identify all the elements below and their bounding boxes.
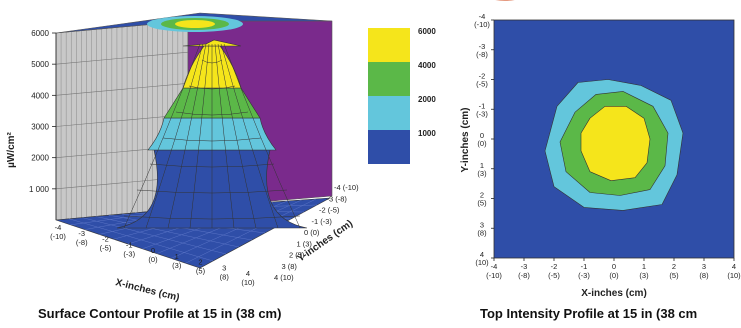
y-tick-label: (-5) (476, 80, 488, 89)
x-tick-label: 4 (10) (241, 269, 255, 287)
surface-chart: 6000 5000 4000 3000 2000 1 000 µW/cm² -4 (-10) -3… (6, 12, 436, 304)
y-tick-label: 0 (480, 131, 484, 140)
surface-mesh-line (123, 215, 301, 220)
wall-z-gridline (55, 51, 189, 65)
surface-mesh-line (220, 43, 279, 229)
y-tick-label: 3 (8) (282, 262, 298, 271)
y-tick-label: 4 (10) (274, 273, 294, 282)
y-tick-label: (-8) (476, 50, 488, 59)
floor-mesh-line (185, 198, 316, 264)
z-tick-label: 4000 (31, 91, 49, 100)
y-tick-label: (3) (477, 169, 487, 178)
y-tick-label: 3 (480, 220, 484, 229)
y-tick-label: -4 (-10) (334, 183, 359, 192)
surface-mesh-line (223, 43, 301, 229)
x-tick-label: -4 (-10) (50, 223, 66, 241)
y-tick-label: (8) (477, 228, 487, 237)
x-tick-label: -4 (-10) (486, 262, 502, 280)
legend-label: 6000 (418, 27, 436, 36)
z-tick-label: 3000 (31, 123, 49, 132)
surface-mesh-line (214, 43, 235, 229)
x-tick-label: 2 (5) (669, 262, 679, 280)
x-axis-label: X-inches (cm) (581, 288, 647, 299)
legend-label: 1000 (418, 129, 436, 138)
y-tick-label: 4 (480, 250, 484, 259)
y-tick-label: (0) (477, 139, 487, 148)
x-tick-label: -2 (-5) (548, 262, 560, 280)
wall-z-gridline (55, 83, 189, 96)
x-tick-label: 0 (0) (148, 246, 158, 264)
x-tick-label: -2 (-5) (100, 235, 112, 253)
surface-mesh-line (149, 163, 275, 168)
top-face-contour-4000 (175, 20, 215, 28)
heatmap-caption: Top Intensity Profile at 15 in (38 cm (480, 306, 698, 321)
x-tick-label: 1 (3) (172, 252, 182, 270)
legend-swatch (368, 96, 410, 130)
z-tick-label: 2000 (31, 154, 49, 163)
legend-label: 2000 (418, 95, 436, 104)
x-tick-label: -1 (-3) (578, 262, 590, 280)
y-axis-label: Y-inches (cm) (460, 107, 471, 172)
surface-mesh-line (123, 43, 201, 229)
y-tick-label: (5) (477, 199, 487, 208)
surface-mesh-line (201, 59, 223, 64)
y-tick-label: -4 (479, 12, 486, 21)
z-tick-label: 5000 (31, 60, 49, 69)
x-tick-label: 4 (10) (727, 262, 741, 280)
surface-mesh-line (188, 85, 236, 90)
y-tick-label: -1 (479, 101, 486, 110)
x-tick-label: 1 (3) (639, 262, 649, 280)
surface-mesh-line (162, 137, 262, 142)
z-tick-label: 6000 (31, 29, 49, 38)
y-tick-label: 2 (480, 191, 484, 200)
legend-label: 4000 (418, 61, 436, 70)
x-tick-label: 0 (0) (609, 262, 619, 280)
surface-mesh-line (136, 189, 288, 194)
y-tick-label: -3 (479, 42, 486, 51)
y-tick-label: 1 (3) (297, 239, 313, 248)
x-axis-label: X-inches (cm) (114, 277, 180, 304)
contour-4000 (580, 106, 651, 181)
y-tick-label: 2 (5) (289, 251, 305, 260)
surface-mesh-line (189, 43, 210, 229)
top-face (55, 12, 333, 34)
y-tick-label: (-10) (474, 20, 490, 29)
y-tick-label: (10) (475, 258, 489, 267)
floor-mesh-line (171, 199, 302, 259)
surface-chart-caption: Surface Contour Profile at 15 in (38 cm) (38, 306, 282, 321)
y-tick-label: -2 (-5) (319, 206, 340, 215)
y-tick-label: -3 (-8) (327, 194, 348, 203)
surface-mesh-line (217, 43, 257, 229)
x-tick-label: -1 (-3) (123, 240, 135, 258)
x-tick-label: 3 (8) (220, 263, 230, 281)
x-tick-label: 3 (8) (699, 262, 709, 280)
legend-swatch (368, 62, 410, 96)
legend-swatch (368, 130, 410, 164)
x-tick-label: -3 (-8) (76, 229, 88, 247)
x-tick-label: 2 (5) (196, 258, 206, 276)
x-tick-label: -3 (-8) (518, 262, 530, 280)
z-axis-label: µW/cm² (6, 131, 17, 167)
y-tick-label: -1 (-3) (312, 217, 333, 226)
surface-mesh-line (167, 43, 207, 229)
z-tick-label: 1 000 (29, 185, 50, 194)
intensity-heatmap: -4(-10) -3(-8) -2(-5) -1(-3) 0(0) 1(3) 2(5) 3(8… (460, 12, 741, 299)
surface-mesh-line (145, 43, 204, 229)
y-tick-label: -2 (479, 72, 486, 81)
y-tick-label: 0 (0) (304, 228, 320, 237)
legend-swatch (368, 28, 410, 62)
y-tick-label: 1 (480, 161, 484, 170)
surface-mesh-line (175, 111, 249, 116)
y-tick-label: (-3) (476, 109, 488, 118)
